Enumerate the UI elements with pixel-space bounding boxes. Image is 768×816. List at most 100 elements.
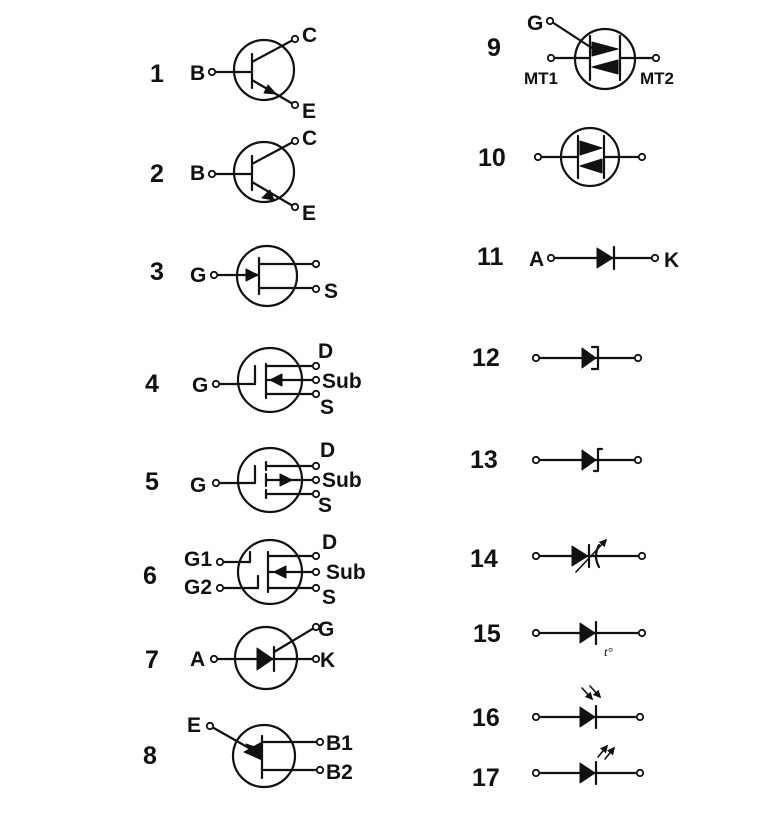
pin-label-c: C: [302, 24, 317, 47]
pin-label-sub: Sub: [322, 469, 362, 492]
terminal: [311, 583, 321, 593]
pin-label-s: S: [318, 494, 332, 517]
pin-label-b2: B2: [326, 761, 353, 784]
terminal: [311, 622, 321, 632]
pin-label-d: D: [320, 439, 335, 462]
terminal: [315, 737, 325, 747]
diode-triangle: [581, 449, 597, 471]
symbol-14-varicap-diode: 14: [470, 538, 647, 573]
terminal: [546, 53, 556, 63]
terminal: [531, 353, 541, 363]
terminal: [311, 389, 321, 399]
terminal: [215, 557, 225, 567]
symbol-number: 6: [143, 562, 157, 590]
pin-label-b1: B1: [326, 732, 353, 755]
terminal: [311, 567, 321, 577]
terminal: [531, 768, 541, 778]
symbol-4-mosfet: 4 G D Sub S: [145, 340, 362, 419]
pin-label-g: G: [190, 474, 206, 497]
terminal: [545, 16, 555, 26]
terminal: [637, 152, 647, 162]
symbol-number: 1: [150, 60, 164, 88]
terminal: [635, 768, 645, 778]
pin-label-k: K: [664, 249, 679, 272]
symbol-number: 2: [150, 160, 164, 188]
symbol-number: 16: [472, 704, 500, 732]
diode-triangle: [579, 622, 596, 644]
terminal: [533, 152, 543, 162]
pin-label-sub: Sub: [326, 561, 366, 584]
cathode-bar: [592, 447, 604, 473]
terminal: [311, 375, 321, 385]
symbol-number: 10: [478, 144, 506, 172]
symbol-number: 13: [470, 446, 498, 474]
symbol-8-unijunction: 8 E B1 B2: [143, 714, 353, 789]
transistor-envelope: [232, 38, 296, 102]
diode-triangle: [571, 545, 589, 567]
pin-label-sub: Sub: [322, 370, 362, 393]
terminal: [207, 67, 217, 77]
terminal: [290, 34, 300, 44]
terminal: [651, 53, 661, 63]
temperature-label: t°: [604, 644, 613, 659]
terminal: [650, 253, 660, 263]
triac-triangle-lower: [591, 59, 619, 75]
substrate-arrow: [279, 473, 293, 487]
substrate-arrow: [273, 565, 287, 579]
terminal: [311, 461, 321, 471]
pin-label-s: S: [320, 396, 334, 419]
pin-label-s: S: [322, 586, 336, 609]
terminal: [311, 259, 321, 269]
emitter-arrow: [261, 189, 275, 201]
symbol-number: 14: [470, 545, 498, 573]
symbol-1-npn-transistor: 1 B C E: [150, 24, 317, 123]
terminal: [290, 100, 300, 110]
symbol-6-dual-gate-mosfet: 6 G1 G2 D Sub S: [143, 531, 366, 609]
symbol-number: 11: [477, 243, 504, 271]
capacitor-plate: [594, 543, 601, 569]
pin-label-g2: G2: [184, 576, 212, 599]
symbol-16-photodiode: 16: [472, 685, 645, 732]
terminal: [290, 136, 300, 146]
light-arrow-in: [581, 687, 594, 701]
pin-label-g: G: [527, 12, 543, 35]
diode-triangle: [579, 762, 596, 784]
diac-triangle-lower: [579, 158, 603, 174]
terminal: [315, 765, 325, 775]
terminal: [531, 628, 541, 638]
symbol-13-zener-diode: 13: [470, 446, 643, 474]
terminal: [209, 270, 219, 280]
terminal: [546, 253, 556, 263]
symbol-number: 15: [473, 620, 501, 648]
terminal: [633, 455, 643, 465]
terminal: [205, 721, 215, 731]
terminal: [311, 361, 321, 371]
pin-label-g: G: [318, 618, 334, 641]
diode-triangle: [579, 706, 596, 728]
pin-label-b: B: [190, 162, 205, 185]
pin-label-k: K: [320, 649, 335, 672]
terminal: [311, 284, 321, 294]
pin-label-c: C: [302, 127, 317, 150]
cathode-bar: [590, 345, 600, 371]
terminal: [635, 712, 645, 722]
terminal: [531, 712, 541, 722]
terminal: [290, 202, 300, 212]
pin-label-mt1: MT1: [524, 69, 558, 88]
terminal: [531, 551, 541, 561]
symbol-number: 5: [145, 468, 159, 496]
pin-label-mt2: MT2: [640, 69, 674, 88]
symbol-15-temperature-diode: 15 t°: [473, 620, 647, 659]
diode-triangle: [256, 647, 274, 671]
terminal: [215, 583, 225, 593]
pin-label-g: G: [192, 374, 208, 397]
symbol-number: 7: [145, 646, 159, 674]
gate-arrow: [245, 268, 259, 282]
light-arrow-in: [589, 685, 602, 699]
substrate-arrow: [269, 373, 283, 387]
diode-triangle: [581, 347, 597, 369]
terminal: [637, 628, 647, 638]
pin-label-a: A: [529, 248, 544, 271]
terminal: [311, 475, 321, 485]
terminal: [311, 654, 321, 664]
